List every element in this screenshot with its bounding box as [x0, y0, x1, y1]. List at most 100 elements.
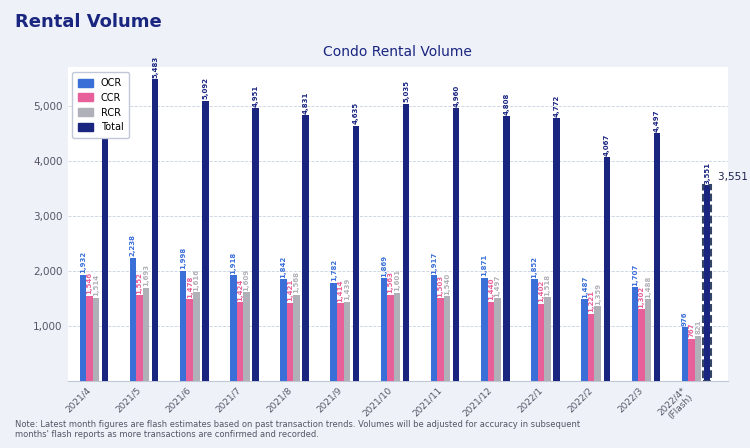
Text: 1,414: 1,414: [338, 279, 344, 302]
Bar: [531, 279, 538, 381]
Text: 5,092: 5,092: [202, 77, 208, 99]
Bar: [102, 106, 108, 381]
Text: 1,478: 1,478: [187, 276, 193, 298]
Text: 3,551 [E]: 3,551 [E]: [718, 171, 750, 181]
Bar: [130, 258, 136, 381]
Text: 4,992: 4,992: [102, 82, 108, 105]
Text: 1,917: 1,917: [431, 252, 437, 274]
Text: 976: 976: [682, 311, 688, 326]
Bar: [682, 327, 688, 381]
Text: 1,503: 1,503: [438, 275, 444, 297]
Bar: [654, 134, 660, 381]
Text: 1,918: 1,918: [230, 252, 236, 274]
Bar: [152, 79, 158, 381]
Text: 1,497: 1,497: [494, 275, 500, 297]
Bar: [337, 303, 344, 381]
Text: 1,221: 1,221: [588, 290, 594, 312]
Bar: [503, 116, 510, 381]
Bar: [403, 104, 410, 381]
Bar: [237, 302, 243, 381]
Bar: [136, 295, 142, 381]
Text: 1,546: 1,546: [86, 272, 92, 294]
Text: 1,616: 1,616: [194, 268, 200, 290]
Text: 4,497: 4,497: [654, 109, 660, 132]
Bar: [645, 299, 651, 381]
Text: 1,302: 1,302: [638, 286, 644, 308]
Text: 2,238: 2,238: [130, 234, 136, 256]
Bar: [595, 306, 601, 381]
Bar: [688, 339, 695, 381]
Text: 4,951: 4,951: [253, 85, 259, 107]
Text: 1,568: 1,568: [293, 271, 299, 293]
Text: 767: 767: [688, 323, 694, 337]
Text: 1,852: 1,852: [532, 255, 538, 277]
Bar: [481, 278, 488, 381]
Text: 3,551: 3,551: [704, 162, 710, 184]
Text: 1,998: 1,998: [180, 247, 186, 270]
Text: Note: Latest month figures are flash estimates based on past transaction trends.: Note: Latest month figures are flash est…: [15, 420, 580, 439]
Bar: [431, 276, 437, 381]
Text: 1,601: 1,601: [394, 269, 400, 291]
Bar: [280, 280, 286, 381]
Bar: [293, 294, 300, 381]
Bar: [437, 298, 444, 381]
Text: 4,808: 4,808: [503, 93, 509, 115]
Text: 1,693: 1,693: [143, 264, 149, 286]
Text: Rental Volume: Rental Volume: [15, 13, 162, 31]
Bar: [588, 314, 595, 381]
Text: 1,869: 1,869: [381, 254, 387, 276]
Bar: [193, 292, 200, 381]
Text: 1,563: 1,563: [388, 271, 394, 293]
Text: 1,514: 1,514: [93, 274, 99, 296]
Bar: [331, 283, 337, 381]
Bar: [544, 297, 550, 381]
Bar: [554, 118, 560, 381]
Text: 1,359: 1,359: [595, 283, 601, 305]
Text: 1,421: 1,421: [287, 279, 293, 301]
Text: 1,440: 1,440: [488, 278, 494, 300]
Text: 5,483: 5,483: [152, 56, 158, 78]
Text: 1,518: 1,518: [544, 274, 550, 296]
Text: 4,960: 4,960: [453, 84, 459, 107]
Bar: [387, 295, 394, 381]
Bar: [632, 287, 638, 381]
Bar: [352, 126, 359, 381]
Text: 4,635: 4,635: [352, 102, 358, 125]
Bar: [453, 108, 460, 381]
Bar: [252, 108, 259, 381]
Bar: [286, 302, 293, 381]
Bar: [604, 157, 610, 381]
Text: 4,772: 4,772: [554, 95, 560, 117]
Text: 1,932: 1,932: [80, 251, 86, 273]
Bar: [638, 309, 645, 381]
Bar: [704, 185, 710, 381]
Bar: [86, 296, 92, 381]
Bar: [302, 115, 309, 381]
Bar: [142, 288, 149, 381]
Title: Condo Rental Volume: Condo Rental Volume: [323, 45, 472, 59]
Text: 1,488: 1,488: [645, 275, 651, 297]
Text: 4,831: 4,831: [303, 91, 309, 114]
Text: 1,439: 1,439: [344, 278, 350, 300]
Text: 5,035: 5,035: [403, 80, 409, 103]
Bar: [704, 185, 711, 381]
Text: 1,842: 1,842: [280, 256, 286, 278]
Bar: [92, 297, 99, 381]
Bar: [344, 302, 350, 381]
Text: 1,487: 1,487: [582, 275, 588, 297]
Text: 1,552: 1,552: [136, 272, 142, 294]
Bar: [488, 302, 494, 381]
Text: 4,067: 4,067: [604, 134, 610, 155]
Bar: [538, 304, 544, 381]
Bar: [202, 101, 208, 381]
Bar: [444, 296, 451, 381]
Legend: OCR, CCR, RCR, Total: OCR, CCR, RCR, Total: [72, 72, 129, 138]
Text: 1,424: 1,424: [237, 279, 243, 301]
Bar: [187, 299, 193, 381]
Bar: [243, 292, 250, 381]
Text: 1,707: 1,707: [632, 263, 638, 285]
Text: 1,402: 1,402: [538, 280, 544, 302]
Text: 1,540: 1,540: [444, 272, 450, 295]
Bar: [695, 336, 701, 381]
Bar: [80, 275, 86, 381]
